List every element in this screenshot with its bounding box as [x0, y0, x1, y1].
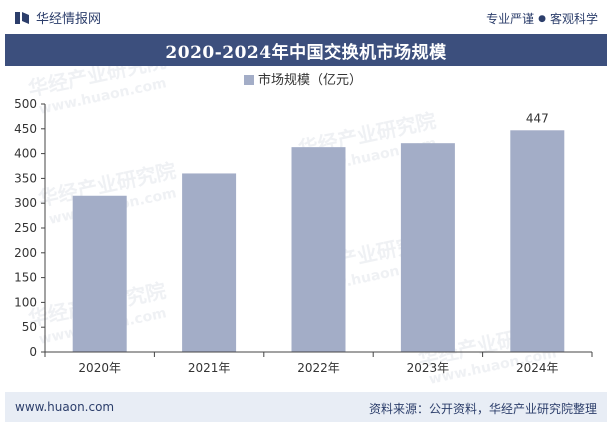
- bar[interactable]: [72, 195, 127, 352]
- tagline-separator: ●: [538, 13, 546, 24]
- x-tick-label: 2021年: [188, 361, 231, 375]
- y-tick-label: 500: [14, 97, 37, 111]
- y-tick-label: 450: [14, 122, 37, 136]
- bar-chart: 华经产业研究院www.huaon.com华经产业研究院www.huaon.com…: [14, 66, 593, 388]
- y-tick-label: 250: [14, 221, 37, 235]
- title-bar: 2020-2024年中国交换机市场规模: [5, 34, 607, 66]
- bar[interactable]: [182, 173, 237, 352]
- x-axis: 2020年 2021年 2022年 2023年 2024年: [44, 351, 593, 375]
- y-tick-label: 50: [22, 320, 37, 334]
- y-tick-label: 0: [29, 345, 37, 359]
- data-labels: 447: [526, 111, 549, 125]
- tagline-right: 客观科学: [549, 12, 598, 26]
- x-tick-label: 2020年: [78, 361, 121, 375]
- x-tick-label: 2024年: [516, 361, 559, 375]
- legend-label: 市场规模（亿元）: [258, 72, 362, 88]
- y-axis: 0 50 100 150 200 250 300 350 400 450 500: [14, 97, 46, 359]
- x-tick-label: 2022年: [297, 361, 340, 375]
- bar[interactable]: [291, 147, 346, 352]
- huajing-logo-icon: [15, 11, 29, 24]
- footer: www.huaon.com 资料来源：公开资料，华经产业研究院整理: [5, 392, 607, 422]
- y-tick-label: 200: [14, 246, 37, 260]
- y-tick-label: 350: [14, 171, 37, 185]
- y-tick-label: 300: [14, 196, 37, 210]
- x-tick-label: 2023年: [407, 361, 450, 375]
- brand[interactable]: 华经情报网: [14, 8, 101, 27]
- y-tick-label: 100: [14, 295, 37, 309]
- data-label: 447: [526, 111, 549, 125]
- chart-title: 2020-2024年中国交换机市场规模: [165, 42, 447, 63]
- bar[interactable]: [400, 143, 455, 352]
- bars: [72, 130, 565, 352]
- footer-source: 资料来源：公开资料，华经产业研究院整理: [368, 402, 597, 416]
- y-tick-label: 400: [14, 147, 37, 161]
- header-bar: 华经情报网 专业严谨 ● 客观科学: [0, 0, 612, 34]
- brand-name: 华经情报网: [36, 12, 102, 27]
- legend: 市场规模（亿元）: [244, 72, 362, 88]
- bar[interactable]: [510, 130, 565, 352]
- legend-swatch: [244, 75, 254, 85]
- footer-site-link[interactable]: www.huaon.com: [15, 400, 115, 414]
- tagline-left: 专业严谨: [486, 12, 535, 26]
- y-tick-label: 150: [14, 271, 37, 285]
- tagline: 专业严谨 ● 客观科学: [486, 10, 598, 27]
